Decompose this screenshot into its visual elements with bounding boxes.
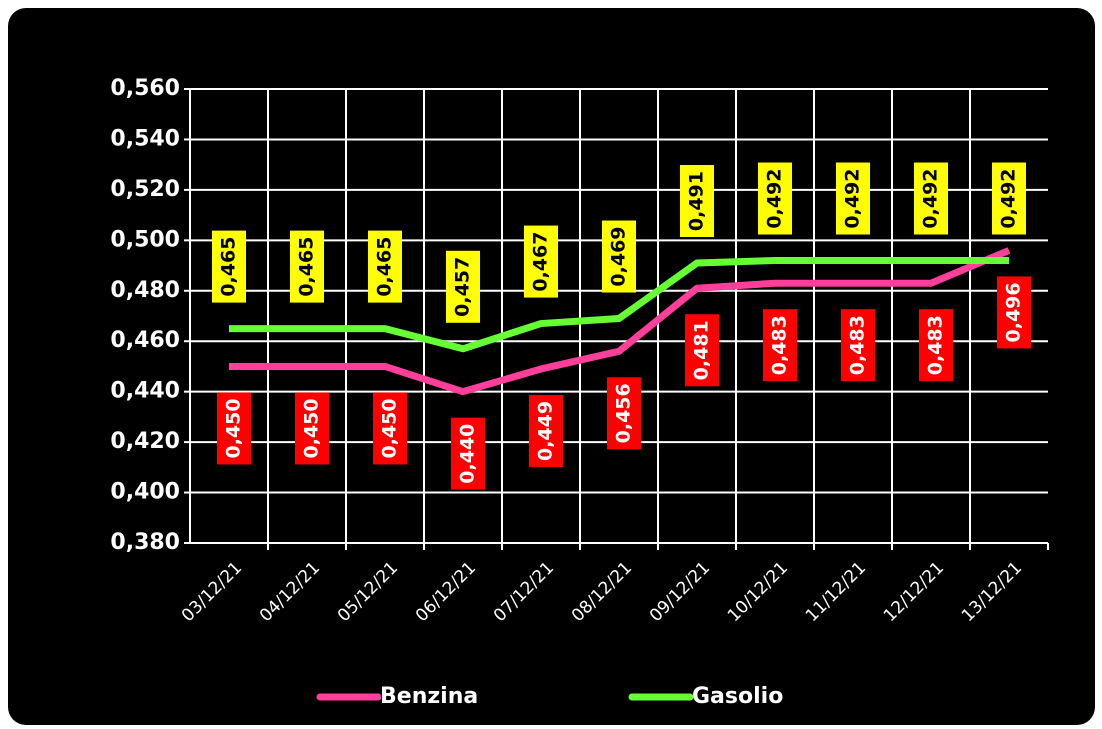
data-label-box	[758, 162, 792, 235]
data-label-box	[763, 309, 797, 382]
data-label-box	[607, 377, 641, 450]
data-label: 0,496	[1003, 282, 1025, 342]
data-label-box	[914, 162, 948, 235]
data-label: 0,481	[691, 320, 713, 380]
series-line	[229, 257, 1009, 353]
legend-label: Gasolio	[692, 684, 783, 709]
data-label-box	[368, 230, 402, 303]
data-label: 0,457	[452, 257, 474, 317]
y-tick-label: 0,560	[110, 76, 180, 101]
data-label: 0,450	[379, 398, 401, 458]
data-label-box	[529, 394, 563, 467]
data-label: 0,469	[608, 226, 630, 286]
data-label-box	[446, 250, 480, 323]
data-label-box	[685, 314, 719, 387]
data-label-box	[992, 162, 1026, 235]
data-label: 0,467	[530, 232, 552, 292]
data-label: 0,465	[296, 237, 318, 297]
data-label-box	[290, 230, 324, 303]
data-label-box	[919, 309, 953, 382]
data-label: 0,492	[842, 168, 864, 228]
data-label-box	[217, 392, 251, 465]
y-tick-label: 0,380	[110, 530, 180, 555]
y-tick-label: 0,520	[110, 177, 180, 202]
data-label-box	[841, 309, 875, 382]
data-label: 0,492	[998, 168, 1020, 228]
y-tick-label: 0,440	[110, 379, 180, 404]
data-label: 0,492	[920, 168, 942, 228]
data-label: 0,492	[764, 168, 786, 228]
y-tick-label: 0,400	[110, 480, 180, 505]
data-label: 0,465	[374, 237, 396, 297]
data-label: 0,483	[925, 315, 947, 375]
data-label-box	[373, 392, 407, 465]
data-label: 0,456	[613, 383, 635, 443]
data-label-box	[524, 225, 558, 298]
data-label-box	[680, 165, 714, 238]
data-label-box	[295, 392, 329, 465]
data-label-box	[997, 276, 1031, 349]
y-tick-label: 0,460	[110, 328, 180, 353]
y-tick-label: 0,480	[110, 278, 180, 303]
data-label-box	[836, 162, 870, 235]
data-label-box	[451, 417, 485, 490]
legend-label: Benzina	[380, 684, 478, 709]
y-tick-label: 0,540	[110, 126, 180, 151]
data-label: 0,483	[847, 315, 869, 375]
y-tick-label: 0,500	[110, 227, 180, 252]
series-line	[229, 247, 1011, 396]
y-tick-label: 0,420	[110, 429, 180, 454]
data-label: 0,450	[223, 398, 245, 458]
data-label-box	[602, 220, 636, 293]
data-label: 0,491	[686, 171, 708, 231]
data-label: 0,449	[535, 401, 557, 461]
data-label-box	[212, 230, 246, 303]
data-label: 0,465	[218, 237, 240, 297]
data-label: 0,483	[769, 315, 791, 375]
data-label: 0,450	[301, 398, 323, 458]
data-label: 0,440	[457, 424, 479, 484]
